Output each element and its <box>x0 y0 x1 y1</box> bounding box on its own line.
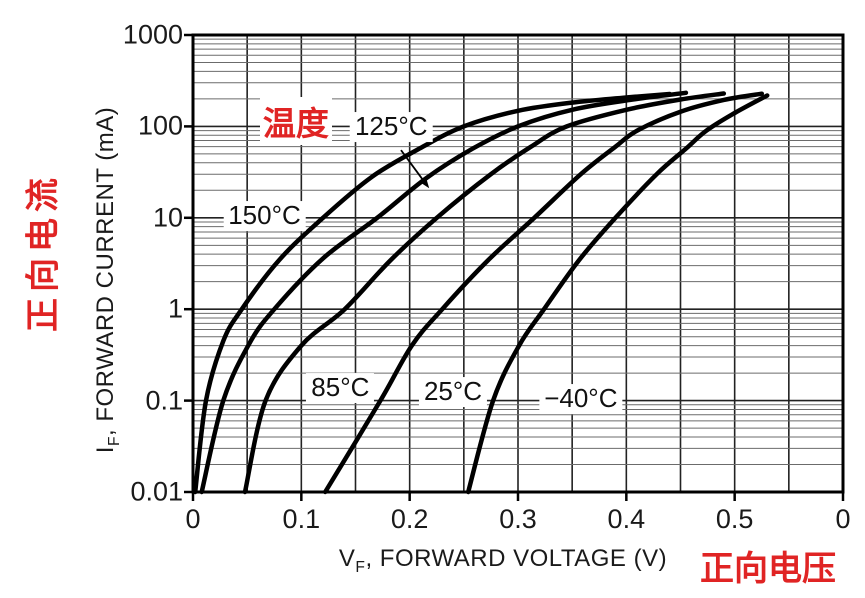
curve-125C <box>199 90 689 495</box>
x-tick-label: 0.5 <box>715 504 754 534</box>
y-tick-label: 0.01 <box>130 476 183 507</box>
curve-label-minus40c: −40°C <box>539 383 623 414</box>
curve-label-125c: 125°C <box>349 111 433 143</box>
x-axis-symbol: V <box>338 545 356 572</box>
y-axis-title-text: , FORWARD CURRENT (mA) <box>92 106 120 437</box>
plot-border <box>191 33 845 494</box>
x-tick-label: 0.3 <box>499 504 537 534</box>
x-tick-label: 0.1 <box>282 504 321 534</box>
curve-label-150c: 150°C <box>223 200 306 231</box>
x-tick-label: 0 <box>185 504 201 534</box>
y-tick-label: 1 <box>167 293 183 324</box>
callout-arrow-line <box>400 149 426 183</box>
y-axis-symbol: I <box>92 446 120 454</box>
callout-arrow-head <box>420 177 430 189</box>
curve-25C <box>322 91 765 495</box>
curve-85C <box>242 91 727 495</box>
x-axis-title: VF, FORWARD VOLTAGE (V) <box>339 545 667 577</box>
x-axis-title-text: , FORWARD VOLTAGE (V) <box>365 545 668 572</box>
y-axis-title: IF, FORWARD CURRENT (mA) <box>92 107 124 453</box>
y-tick-label: 100 <box>137 110 183 141</box>
red-temperature-label: 温度 <box>259 96 332 145</box>
y-tick-label: 10 <box>152 202 183 233</box>
x-tick-label: 0.2 <box>390 504 429 534</box>
x-tick-label: 0.4 <box>607 504 646 534</box>
red-forward-current-label: 正向电流 <box>24 172 63 332</box>
curve-label-25c: 25°C <box>418 376 488 407</box>
red-forward-voltage-label: 正向电压 <box>700 550 836 588</box>
y-axis-symbol-sub: F <box>105 436 123 447</box>
y-tick-label: 1000 <box>122 19 183 50</box>
curve-label-85c: 85°C <box>306 372 375 404</box>
curve-minus40C <box>465 93 770 495</box>
y-tick-label: 0.1 <box>145 385 183 416</box>
x-axis-symbol-sub: F <box>355 558 366 576</box>
curve-150C <box>192 91 672 495</box>
x-tick-label: 0 <box>835 504 851 534</box>
